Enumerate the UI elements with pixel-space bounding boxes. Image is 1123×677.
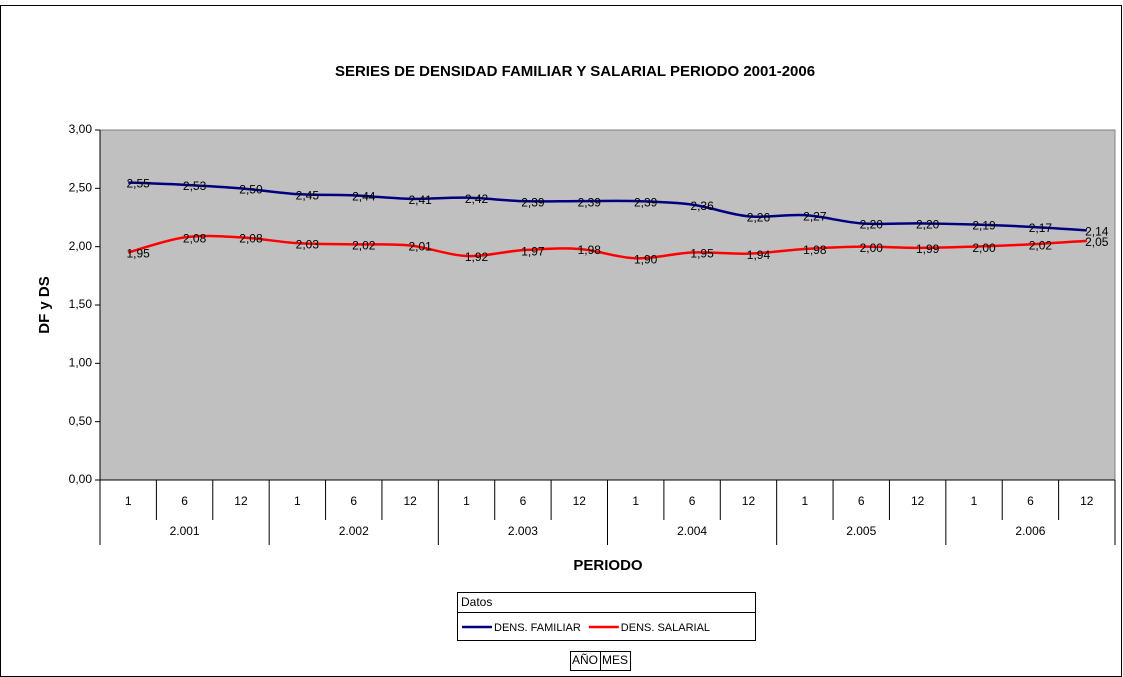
data-label: 1,94 xyxy=(747,248,771,262)
x-tick-label: 6 xyxy=(181,494,188,508)
field-button xyxy=(600,651,632,671)
data-label: 2,39 xyxy=(634,195,658,209)
y-tick-label: 2,50 xyxy=(69,181,93,195)
data-label: 2,26 xyxy=(747,211,771,225)
data-label: 1,95 xyxy=(127,247,151,261)
y-tick-label: 1,00 xyxy=(69,356,93,370)
data-label: 1,98 xyxy=(578,243,602,257)
x-tick-label: 1 xyxy=(971,494,978,508)
x-tick-label: 12 xyxy=(403,494,417,508)
x-tick-label: 12 xyxy=(234,494,248,508)
series-line xyxy=(128,181,1087,232)
x-group-label: 2.005 xyxy=(846,524,876,538)
data-label: 2,36 xyxy=(690,199,714,213)
legend-label: DENS. FAMILIAR xyxy=(494,622,581,634)
data-label: 1,98 xyxy=(803,243,827,257)
data-label: 2,14 xyxy=(1085,225,1109,239)
chart-title: SERIES DE DENSIDAD FAMILIAR Y SALARIAL P… xyxy=(335,63,815,80)
data-label: 2,08 xyxy=(183,232,207,246)
data-label: 2,03 xyxy=(296,237,320,251)
x-tick-label: 12 xyxy=(1080,494,1094,508)
legend-title: Datos xyxy=(461,595,492,609)
data-label: 2,05 xyxy=(1085,235,1109,249)
field-button-label: MES xyxy=(602,653,628,667)
legend-label: DENS. SALARIAL xyxy=(621,622,710,634)
data-label: 2,00 xyxy=(972,241,996,255)
y-tick-label: 0,00 xyxy=(69,472,93,486)
x-tick-label: 1 xyxy=(632,494,639,508)
x-group-label: 2.004 xyxy=(677,524,707,538)
data-label: 2,45 xyxy=(296,188,320,202)
data-label: 2,41 xyxy=(408,193,432,207)
data-label: 2,00 xyxy=(860,241,884,255)
x-tick-label: 1 xyxy=(802,494,809,508)
data-label: 2,39 xyxy=(521,195,545,209)
data-label: 2,55 xyxy=(127,177,151,191)
y-tick-label: 1,50 xyxy=(69,297,93,311)
series-line xyxy=(127,234,1087,260)
x-tick-label: 6 xyxy=(689,494,696,508)
data-label: 1,90 xyxy=(634,253,658,267)
data-label: 2,27 xyxy=(803,209,827,223)
x-tick-label: 1 xyxy=(463,494,470,508)
data-label: 2,19 xyxy=(972,219,996,233)
x-group-label: 2.002 xyxy=(339,524,369,538)
x-tick-label: 6 xyxy=(1027,494,1034,508)
x-tick-label: 6 xyxy=(350,494,357,508)
data-label: 1,97 xyxy=(521,244,545,258)
data-label: 2,20 xyxy=(860,218,884,232)
data-label: 2,20 xyxy=(916,218,940,232)
y-tick-label: 3,00 xyxy=(69,122,93,136)
data-label: 2,08 xyxy=(239,232,263,246)
x-tick-label: 6 xyxy=(520,494,527,508)
data-label: 2,53 xyxy=(183,179,207,193)
x-group-label: 2.001 xyxy=(170,524,200,538)
x-tick-label: 12 xyxy=(911,494,925,508)
x-group-label: 2.006 xyxy=(1015,524,1045,538)
x-tick-label: 12 xyxy=(573,494,587,508)
x-tick-label: 1 xyxy=(294,494,301,508)
data-label: 2,44 xyxy=(352,190,376,204)
x-tick-label: 12 xyxy=(742,494,756,508)
y-axis-label: DF y DS xyxy=(36,276,53,334)
data-label: 2,39 xyxy=(578,195,602,209)
data-label: 2,17 xyxy=(1029,221,1053,235)
y-tick-label: 0,50 xyxy=(69,414,93,428)
data-label: 2,50 xyxy=(239,183,263,197)
data-label: 1,95 xyxy=(690,247,714,261)
data-label: 2,01 xyxy=(408,240,432,254)
x-tick-label: 6 xyxy=(858,494,865,508)
data-label: 1,99 xyxy=(916,242,940,256)
plot-area xyxy=(99,129,1116,481)
x-axis-label: PERIODO xyxy=(573,557,643,574)
x-tick-label: 1 xyxy=(125,494,132,508)
x-group-label: 2.003 xyxy=(508,524,538,538)
data-label: 1,92 xyxy=(465,250,489,264)
legend-box xyxy=(457,592,756,641)
data-label: 2,02 xyxy=(1029,239,1053,253)
y-tick-label: 2,00 xyxy=(69,239,93,253)
field-button-label: AÑO xyxy=(572,653,598,667)
data-label: 2,02 xyxy=(352,239,376,253)
data-label: 2,42 xyxy=(465,192,489,206)
